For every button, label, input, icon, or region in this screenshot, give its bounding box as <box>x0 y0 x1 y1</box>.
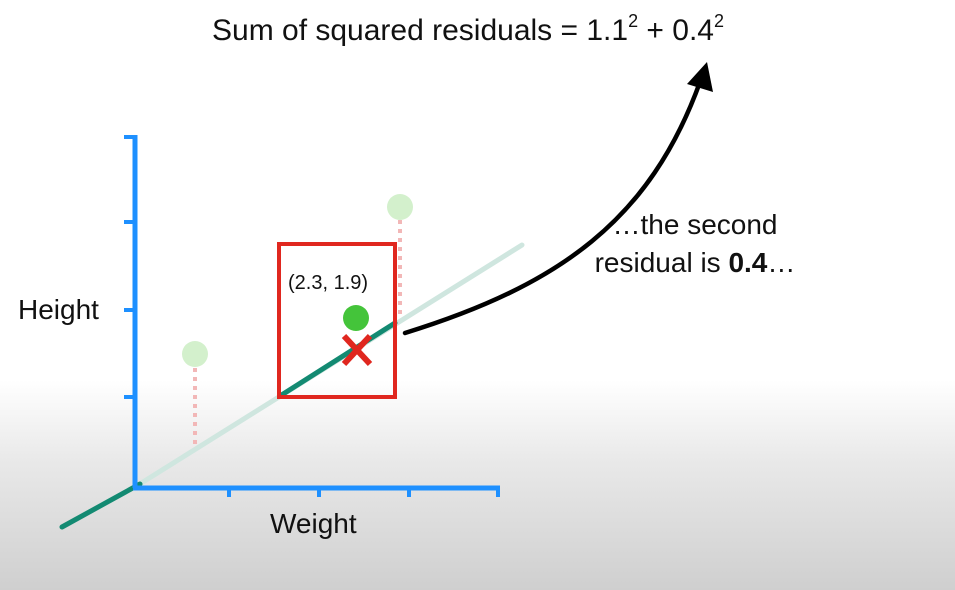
highlight-point-label: (2.3, 1.9) <box>288 272 369 294</box>
caption-line-2-suffix: … <box>767 247 796 278</box>
predicted-value-x-marker <box>341 333 373 367</box>
data-point-faded-1 <box>182 341 208 367</box>
highlight-box <box>277 242 397 399</box>
arrow-head <box>687 62 713 92</box>
data-point-faded-3 <box>387 194 413 220</box>
caption-residual-value: 0.4 <box>728 247 768 278</box>
caption-line-2: residual is 0.4… <box>560 244 830 282</box>
formula-prefix: Sum of squared residuals = 1.1 <box>212 14 629 47</box>
curved-arrow <box>402 79 703 336</box>
formula-exponent-2: 2 <box>714 11 725 31</box>
formula-exponent-1: 2 <box>628 11 639 31</box>
sum-of-squared-residuals-formula: Sum of squared residuals = 1.12 + 0.42 <box>212 11 725 48</box>
x-axis-label: Weight <box>270 508 357 539</box>
caption: …the second residual is 0.4… <box>560 206 830 282</box>
formula-mid: + 0.4 <box>638 14 714 47</box>
fit-line-segment-box <box>277 320 398 399</box>
data-point-highlight <box>343 305 369 331</box>
caption-line-1: …the second <box>612 209 778 240</box>
caption-line-2-prefix: residual is <box>594 247 729 278</box>
y-axis-label: Height <box>18 294 99 325</box>
fit-line-segment-lower <box>59 481 143 530</box>
